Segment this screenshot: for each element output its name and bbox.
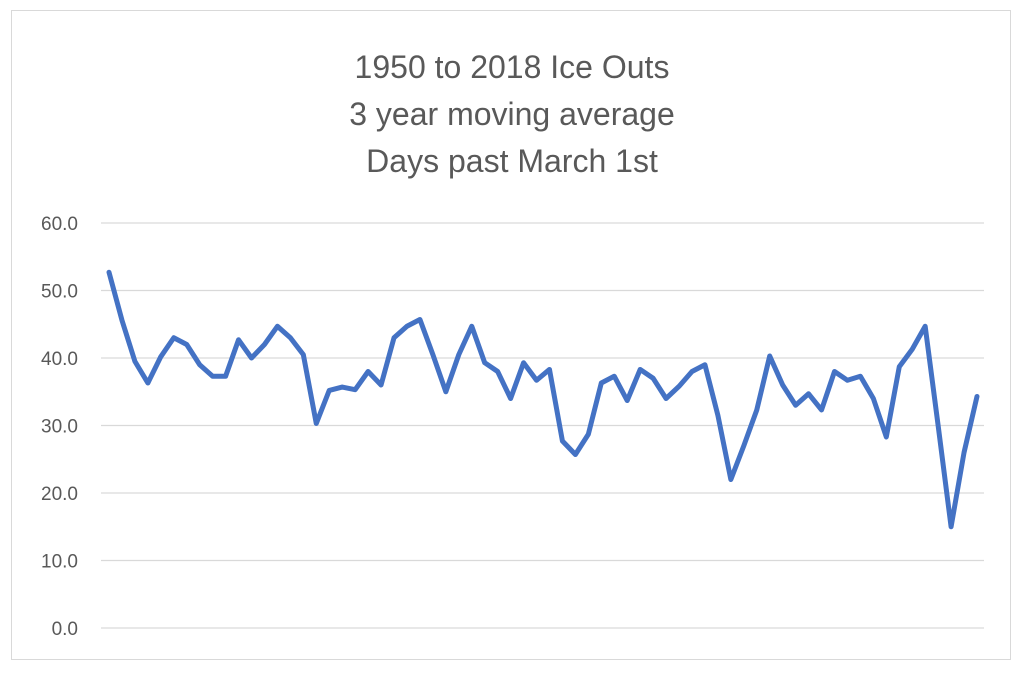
y-tick-label: 20.0 — [41, 484, 78, 505]
chart-title: 1950 to 2018 Ice Outs 3 year moving aver… — [0, 44, 1024, 185]
gridlines — [101, 222, 984, 629]
y-axis-ticks: 0.0 10.0 20.0 30.0 40.0 50.0 60.0 — [41, 214, 78, 640]
chart-frame — [11, 10, 1011, 660]
chart-title-line-3: Days past March 1st — [366, 143, 658, 179]
chart-title-line-2: 3 year moving average — [349, 96, 675, 132]
chart-title-line-1: 1950 to 2018 Ice Outs — [354, 49, 670, 85]
series-group — [106, 269, 980, 530]
y-tick-label: 40.0 — [41, 349, 78, 370]
y-tick-label: 0.0 — [52, 619, 78, 640]
y-tick-label: 60.0 — [41, 214, 78, 235]
y-tick-label: 10.0 — [41, 552, 78, 573]
y-tick-label: 30.0 — [41, 417, 78, 438]
y-tick-label: 50.0 — [41, 282, 78, 303]
series-line — [106, 269, 980, 530]
